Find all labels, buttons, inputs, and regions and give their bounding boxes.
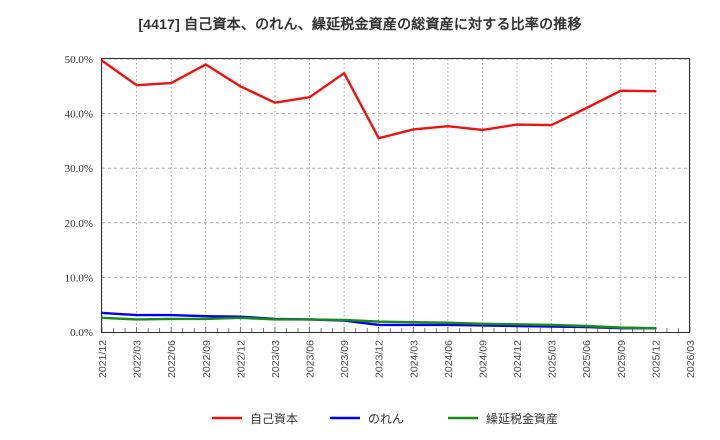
y-axis-tick-label: 10.0%: [65, 272, 93, 284]
x-axis-tick-label: 2025/06: [581, 340, 593, 378]
y-axis-tick-label: 20.0%: [65, 218, 93, 230]
legend-label: 繰延税金資産: [486, 411, 558, 426]
x-axis-tick-label: 2025/03: [547, 340, 559, 378]
y-axis-tick-labels: 0.0% 10.0% 20.0% 30.0% 40.0% 50.0%: [65, 54, 93, 339]
horizontal-gridlines: [102, 58, 690, 278]
x-axis-tick-label: 2024/06: [443, 340, 455, 378]
chart-title: [4417] 自己資本、のれん、繰延税金資産の総資産に対する比率の推移: [138, 16, 582, 32]
x-axis-tick-label: 2023/12: [374, 340, 386, 378]
x-axis-tick-label: 2023/03: [270, 340, 282, 378]
x-axis-tick-label: 2025/12: [650, 340, 662, 378]
series-line: [100, 59, 657, 140]
y-axis-tick-label: 0.0%: [70, 327, 93, 339]
x-axis-tick-label: 2024/12: [512, 340, 524, 378]
x-axis-tick-label: 2022/03: [132, 340, 144, 378]
series-line: [100, 311, 657, 330]
x-axis-tick-label: 2022/06: [166, 340, 178, 378]
legend-label: のれん: [368, 412, 404, 426]
x-axis-tick-label: 2024/03: [408, 340, 420, 378]
x-axis-tick-labels: 2021/12 2022/03 2022/06 2022/09 2022/12 2023/…: [97, 340, 697, 378]
y-axis-tick-label: 30.0%: [65, 163, 93, 175]
chart-legend: 自己資本 のれん 繰延税金資産: [212, 411, 558, 426]
y-axis-tick-label: 40.0%: [65, 109, 93, 121]
x-axis-tick-label: 2024/09: [477, 340, 489, 378]
legend-label: 自己資本: [250, 412, 298, 426]
y-axis-tick-label: 50.0%: [65, 54, 93, 66]
x-axis-tick-label: 2026/03: [685, 340, 697, 378]
x-axis-tick-label: 2021/12: [97, 340, 109, 378]
series-line: [100, 316, 657, 330]
x-axis-tick-label: 2022/12: [235, 340, 247, 378]
x-axis-tick-label: 2022/09: [201, 340, 213, 378]
x-axis-tick-label: 2023/09: [339, 340, 351, 378]
x-axis-tick-label: 2025/09: [616, 340, 628, 378]
x-axis-tick-label: 2023/06: [305, 340, 317, 378]
plot-frame-border: [100, 57, 691, 334]
data-series-group: [100, 59, 657, 330]
